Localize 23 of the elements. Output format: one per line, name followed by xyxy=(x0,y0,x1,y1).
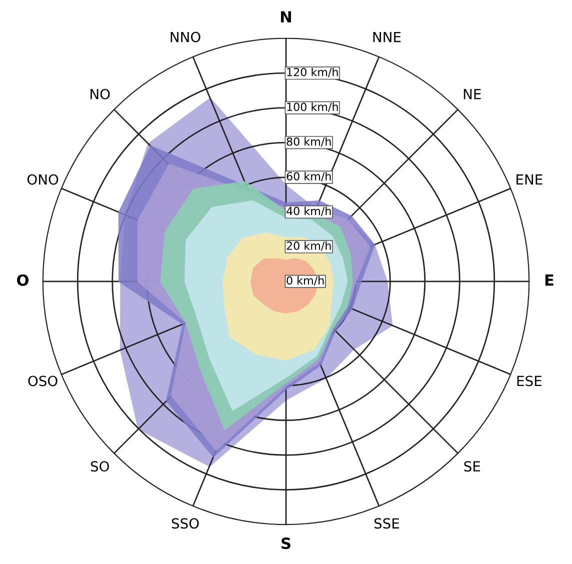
y-tick-label: 80 km/h xyxy=(286,137,331,147)
spoke-label: ONO xyxy=(27,174,58,185)
spoke-label: E xyxy=(545,274,554,286)
y-tick-label: 120 km/h xyxy=(287,68,338,78)
spoke-label: ENE xyxy=(516,174,542,185)
spoke-label: SSO xyxy=(172,518,199,529)
y-tick-label: 40 km/h xyxy=(286,206,331,216)
spoke-label: S xyxy=(282,538,290,550)
spoke-label: SSE xyxy=(374,518,400,529)
spoke-label: NE xyxy=(464,89,481,100)
y-tick-label: 60 km/h xyxy=(286,172,331,182)
y-tick-label: 0 km/h xyxy=(286,276,324,286)
spoke-label: N xyxy=(281,11,291,22)
spoke-label: SO xyxy=(90,461,109,472)
spoke-label: NO xyxy=(90,88,110,100)
spoke-label: NNO xyxy=(170,32,200,42)
spoke-label: SE xyxy=(464,461,480,472)
y-tick-label: 20 km/h xyxy=(286,241,331,251)
spoke-label: O xyxy=(17,274,29,286)
spoke-label: NNE xyxy=(373,32,401,42)
spoke-label: OSO xyxy=(28,376,58,386)
spoke-label: ESE xyxy=(517,376,542,386)
y-tick-label: 100 km/h xyxy=(287,102,338,112)
